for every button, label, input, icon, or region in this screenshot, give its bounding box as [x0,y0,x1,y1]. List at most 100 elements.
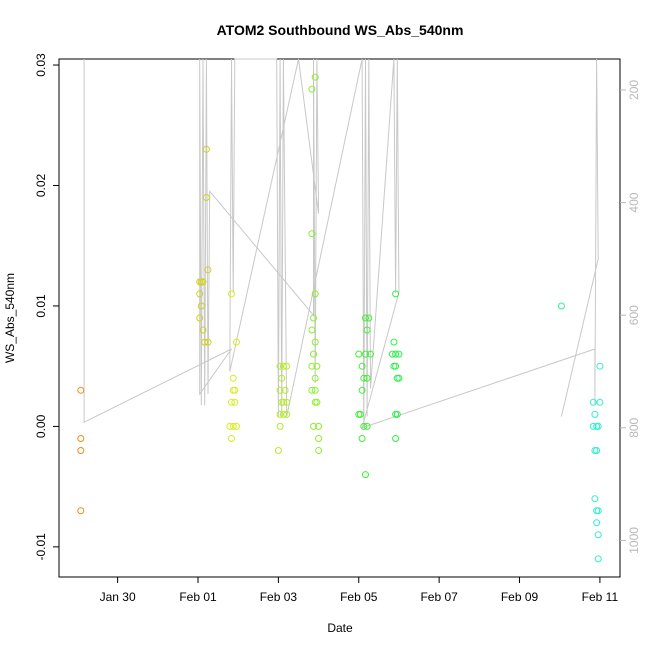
data-point [231,386,239,394]
x-tick-label: Feb 07 [420,590,458,604]
data-point [311,386,319,394]
y-tick-label: -0.01 [34,533,48,561]
x-axis: Jan 30 Feb 01 Feb 03 Feb 05 Feb 07 Feb 09 Feb … [100,577,619,604]
data-point [202,194,210,201]
data-point [315,422,323,430]
data-point [278,374,286,382]
data-point [395,374,403,382]
data-point [204,338,212,346]
data-point [279,362,287,370]
data-point [363,374,371,382]
y-tick-label: 0.01 [34,294,48,318]
data-point [283,398,291,406]
data-point [365,314,373,322]
depth-track-line [83,58,599,429]
data-point [589,422,597,430]
data-point [594,507,602,515]
data-point [308,85,316,93]
data-point [279,410,287,418]
plot-area-frame [58,58,621,578]
data-point [594,555,602,563]
data-point [395,350,403,358]
data-point [226,422,234,430]
data-point [276,362,284,370]
y2-tick-label: 600 [627,305,641,325]
data-point [362,471,369,479]
data-point [589,398,597,406]
y2-tick-label: 800 [627,417,641,437]
data-point [77,435,85,442]
data-point [199,326,207,334]
data-point [310,314,317,322]
y-tick-label: 0.03 [34,53,48,77]
data-point [77,447,85,454]
data-point [360,422,368,430]
data-point [283,410,291,418]
data-point [197,302,205,310]
data-point [363,326,371,334]
data-point [311,374,319,382]
data-point [596,398,604,406]
y2-tick-label: 400 [627,192,641,212]
data-point [355,350,363,358]
data-point [233,422,240,430]
data-point [204,266,212,274]
data-point [276,386,284,394]
chart-title: ATOM2 Southbound WS_Abs_540nm [217,22,464,38]
data-point [355,410,363,418]
data-point [315,447,323,454]
data-point [276,410,284,418]
data-point [313,362,321,370]
data-point [196,290,204,298]
y-axis-label: WS_Abs_540nm [3,273,17,363]
data-point [593,447,601,454]
data-point [392,362,400,370]
data-points [77,73,604,563]
data-point [596,362,604,370]
data-point [274,447,282,454]
data-point [310,422,317,430]
data-point [591,495,599,503]
data-point [313,398,321,406]
data-point [276,422,284,430]
data-point [362,350,369,358]
y-tick-label: 0.00 [34,414,48,438]
x-tick-label: Feb 11 [582,590,619,604]
data-point [593,519,601,527]
data-point [281,386,289,394]
data-point [228,435,235,442]
x-axis-label: Date [327,621,353,635]
data-point [228,290,235,298]
data-point [390,338,398,346]
data-point [229,422,237,430]
y-axis-right: 200 400 600 800 1000 [620,80,641,554]
y-tick-label: 0.02 [34,173,48,197]
data-point [77,386,85,394]
data-point [279,398,287,406]
data-point [311,338,319,346]
data-point [228,398,235,406]
data-point [358,435,366,442]
y-axis-left: -0.01 0.00 0.01 0.02 0.03 [34,53,59,561]
data-point [392,435,400,442]
data-point [310,350,317,358]
data-point [557,302,565,310]
data-point [199,278,207,286]
data-point [360,374,368,382]
data-point [308,362,316,370]
data-point [201,338,209,346]
data-point [231,398,239,406]
data-point [233,338,240,346]
data-point [315,435,323,442]
data-point [393,410,401,418]
data-point [388,350,396,358]
depth-track [83,58,599,429]
data-point [392,290,400,298]
y2-tick-label: 200 [627,80,641,100]
x-tick-label: Feb 01 [179,590,217,604]
data-point [283,362,291,370]
x-tick-label: Feb 03 [260,590,298,604]
data-point [594,422,602,430]
data-point [308,326,316,334]
